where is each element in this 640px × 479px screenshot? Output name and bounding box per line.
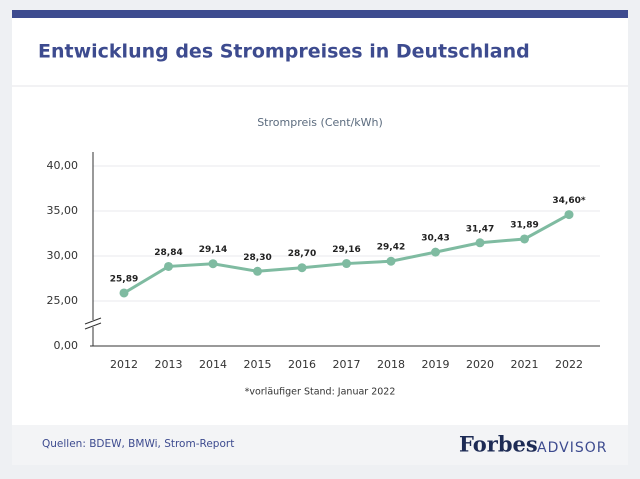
marker [520,234,529,244]
data-label: 34,60* [552,196,585,206]
top-bar [12,10,628,18]
brand-sub: ADVISOR [537,440,607,456]
marker [342,259,351,269]
x-tick-label: 2014 [199,358,227,371]
x-tick-label: 2021 [511,358,539,371]
marker [253,266,262,276]
data-label: 29,14 [199,245,227,255]
marker [297,263,307,273]
data-label: 28,30 [243,253,271,263]
marker [431,247,440,257]
source: Quellen: BDEW, BMWi, Strom-Report [42,438,234,450]
note: *vorläufiger Stand: Januar 2022 [245,387,396,398]
axis-break [84,322,102,330]
footer [12,425,628,465]
plot: 0,00 25,00 30,00 35,00 40,00 2012 2013 2014 2015… [47,152,600,371]
x-tick-label: 2017 [333,358,361,371]
data-label: 30,43 [421,234,449,244]
x-tick-label: 2015 [244,358,272,371]
data-label: 28,70 [288,249,316,259]
x-tick-label: 2020 [466,358,494,371]
data-label: 28,84 [154,248,182,258]
y-tick-label: 40,00 [47,159,79,172]
x-tick-label: 2016 [288,358,316,371]
data-label: 25,89 [110,274,138,284]
data-label: 29,16 [332,245,360,255]
y-tick-label: 35,00 [47,204,79,217]
x-tick-label: 2022 [555,358,583,371]
chart-subtitle: Strompreis (Cent/kWh) [257,116,383,129]
axis-break [84,317,102,325]
x-tick-label: 2018 [377,358,405,371]
x-tick-label: 2013 [155,358,183,371]
x-tick-label: 2012 [110,358,138,371]
y-tick-label: 30,00 [47,249,79,262]
y-tick-label: 25,00 [47,294,79,307]
marker [475,238,485,248]
data-label: 31,47 [466,224,494,234]
marker [564,210,574,220]
axis-break-gap [84,320,102,327]
brand: Forbes [459,432,538,457]
chart-title: Entwicklung des Strompreises in Deutschl… [38,41,530,63]
data-label: 31,89 [510,220,538,230]
marker [164,261,173,271]
x-tick-label: 2019 [422,358,450,371]
marker [208,259,218,269]
marker [119,288,129,298]
data-label: 29,42 [377,243,405,253]
y-tick-label: 0,00 [54,339,79,352]
marker [386,256,396,266]
